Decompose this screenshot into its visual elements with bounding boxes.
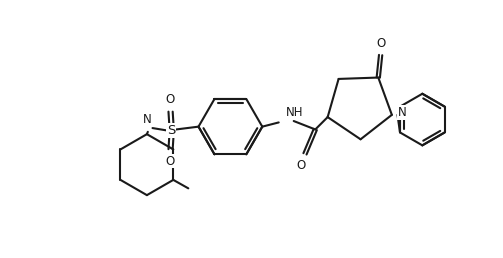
Text: N: N <box>397 106 406 119</box>
Text: O: O <box>297 159 306 173</box>
Text: O: O <box>165 93 175 106</box>
Text: S: S <box>167 124 176 137</box>
Text: N: N <box>142 113 151 126</box>
Text: NH: NH <box>286 106 303 119</box>
Text: O: O <box>165 155 175 168</box>
Text: O: O <box>376 37 385 50</box>
